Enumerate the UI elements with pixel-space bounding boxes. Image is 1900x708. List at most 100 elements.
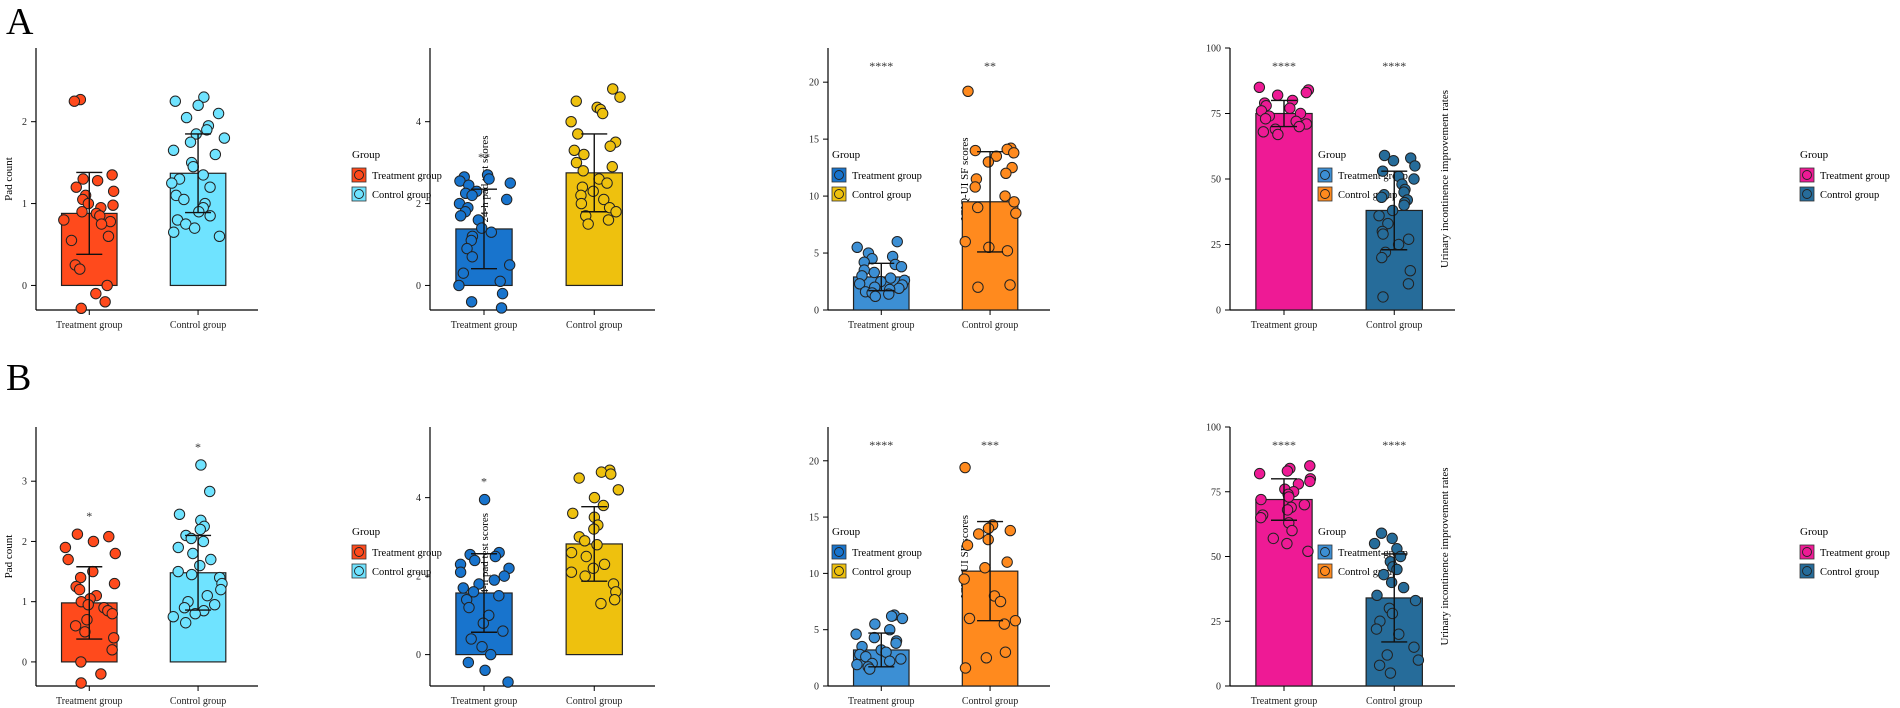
data-point bbox=[890, 637, 902, 649]
data-point bbox=[1382, 217, 1394, 230]
data-point bbox=[169, 95, 182, 107]
legend-key-dot bbox=[834, 547, 844, 557]
y-axis-label: 24-h pad test scores bbox=[479, 513, 491, 600]
x-tick-label: Treatment group bbox=[56, 320, 123, 331]
data-point bbox=[484, 648, 497, 661]
data-point bbox=[606, 161, 618, 173]
legend-key-dot bbox=[834, 189, 844, 199]
data-point bbox=[179, 617, 192, 629]
legend: Group Treatment group Control group bbox=[1317, 149, 1408, 202]
data-point bbox=[188, 222, 201, 234]
data-point bbox=[578, 148, 590, 161]
y-tick-label: 15 bbox=[809, 135, 819, 146]
data-point bbox=[1298, 499, 1311, 511]
data-point bbox=[107, 199, 119, 211]
data-point bbox=[869, 290, 881, 303]
bar-treatment bbox=[1255, 112, 1313, 311]
legend-label: Control group bbox=[852, 190, 911, 201]
data-point bbox=[454, 566, 467, 578]
y-tick-label: 4 bbox=[416, 493, 421, 504]
significance-marker: ** bbox=[984, 59, 996, 73]
y-tick-label: 2 bbox=[416, 199, 421, 210]
panel-letter-a: A bbox=[6, 1, 34, 43]
data-point bbox=[1385, 576, 1398, 589]
x-tick-label: Treatment group bbox=[451, 696, 518, 707]
data-point bbox=[218, 132, 231, 144]
data-point bbox=[194, 559, 206, 572]
data-point bbox=[82, 197, 95, 210]
data-point bbox=[604, 140, 616, 152]
y-tick-label: 50 bbox=[1211, 175, 1221, 186]
data-point bbox=[75, 302, 87, 315]
x-tick-label: Treatment group bbox=[1251, 696, 1318, 707]
data-point bbox=[201, 124, 213, 136]
significance-marker: **** bbox=[1382, 438, 1406, 452]
significance-marker: *** bbox=[981, 438, 999, 452]
data-point bbox=[1000, 167, 1012, 180]
significance-marker: * bbox=[481, 475, 487, 489]
data-point bbox=[95, 218, 108, 230]
data-point bbox=[77, 173, 89, 185]
data-point bbox=[1283, 491, 1295, 503]
data-point bbox=[565, 546, 578, 559]
data-point bbox=[597, 499, 610, 512]
data-point bbox=[485, 226, 498, 238]
data-point bbox=[1392, 238, 1405, 251]
legend-title: Group bbox=[832, 149, 861, 161]
x-tick-label: Control group bbox=[566, 696, 622, 707]
data-point bbox=[1255, 493, 1267, 506]
chart-3: 0 5 10 15 20 ICIQ-UI SF scores Treatment group… bbox=[809, 48, 1408, 331]
y-tick-label: 20 bbox=[809, 456, 819, 467]
data-point bbox=[172, 541, 184, 554]
data-point bbox=[189, 608, 201, 620]
legend: Group Treatment group Control group bbox=[831, 149, 922, 202]
legend: Group Treatment group Control group bbox=[1799, 149, 1890, 202]
data-point bbox=[467, 586, 480, 598]
data-point bbox=[1397, 581, 1410, 594]
legend-label: Treatment group bbox=[372, 171, 442, 182]
data-point bbox=[65, 234, 78, 247]
significance-marker: **** bbox=[1382, 59, 1406, 73]
legend-label: Control group bbox=[372, 190, 431, 201]
data-point bbox=[1409, 594, 1422, 607]
y-tick-label: 0 bbox=[416, 281, 421, 292]
data-point bbox=[483, 173, 495, 185]
data-point bbox=[107, 185, 120, 197]
legend-key-dot bbox=[1320, 170, 1330, 180]
data-point bbox=[568, 144, 580, 157]
data-point bbox=[578, 535, 591, 547]
y-tick-label: 5 bbox=[814, 625, 819, 636]
y-tick-label: 0 bbox=[22, 657, 27, 668]
data-point bbox=[59, 541, 72, 554]
y-tick-label: 1 bbox=[22, 597, 27, 608]
legend-key-dot bbox=[1320, 547, 1330, 557]
data-point bbox=[462, 656, 475, 669]
data-point bbox=[1267, 532, 1280, 545]
data-point bbox=[457, 582, 469, 594]
data-point bbox=[565, 115, 577, 128]
legend-key-dot bbox=[834, 170, 844, 180]
data-point bbox=[106, 608, 118, 620]
data-point bbox=[186, 568, 198, 581]
y-tick-label: 10 bbox=[809, 569, 819, 580]
legend-label: Control group bbox=[1338, 567, 1397, 578]
data-point bbox=[962, 85, 974, 97]
data-point bbox=[74, 571, 87, 584]
data-point bbox=[884, 655, 896, 667]
data-point bbox=[173, 508, 186, 521]
data-point bbox=[851, 658, 863, 671]
legend-title: Group bbox=[352, 149, 381, 161]
data-point bbox=[1394, 550, 1407, 563]
data-point bbox=[982, 156, 995, 168]
legend-key-dot bbox=[354, 170, 364, 180]
data-point bbox=[108, 577, 121, 590]
data-point bbox=[1371, 589, 1383, 602]
data-point bbox=[896, 612, 909, 625]
y-tick-label: 15 bbox=[809, 513, 819, 524]
significance-marker: * bbox=[195, 440, 201, 454]
data-point bbox=[1387, 154, 1400, 167]
data-point bbox=[1281, 537, 1293, 550]
data-point bbox=[194, 523, 206, 536]
